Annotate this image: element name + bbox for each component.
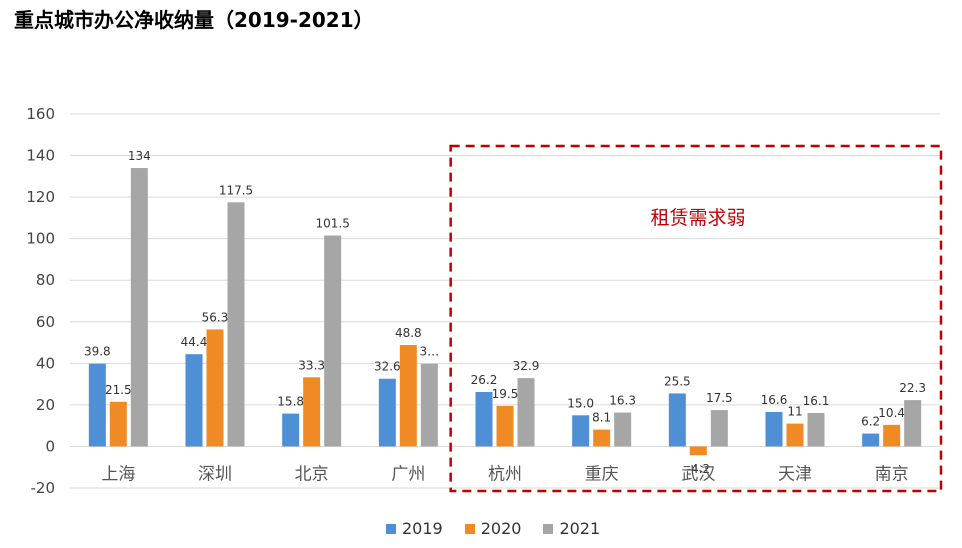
data-label: -4.2 bbox=[687, 462, 710, 476]
legend: 2019 2020 2021 bbox=[386, 519, 600, 538]
legend-label-2019: 2019 bbox=[402, 519, 443, 538]
y-tick-label: 140 bbox=[26, 147, 55, 165]
y-tick-label: 60 bbox=[36, 313, 55, 331]
data-label: 134 bbox=[128, 149, 151, 163]
legend-label-2020: 2020 bbox=[480, 519, 522, 538]
bar-2019-0 bbox=[88, 363, 106, 447]
legend-item-2021: 2021 bbox=[543, 519, 600, 538]
data-label: 39.8 bbox=[84, 345, 111, 359]
bar-2021-4 bbox=[517, 378, 535, 447]
legend-label-2021: 2021 bbox=[559, 519, 601, 538]
data-label: 33.3 bbox=[298, 358, 325, 372]
bar-2020-2 bbox=[303, 377, 321, 447]
legend-swatch-2019 bbox=[386, 523, 396, 534]
data-label: 26.2 bbox=[471, 373, 498, 387]
data-label: 6.2 bbox=[861, 415, 880, 429]
data-label: 19.5 bbox=[492, 387, 519, 401]
y-tick-label: 100 bbox=[26, 230, 55, 248]
bar-2021-6 bbox=[710, 410, 728, 447]
data-label: 117.5 bbox=[219, 183, 253, 197]
x-tick-label: 武汉 bbox=[681, 464, 715, 484]
bar-2019-5 bbox=[572, 415, 590, 447]
x-tick-label: 深圳 bbox=[198, 464, 232, 484]
x-tick-label: 上海 bbox=[101, 464, 135, 484]
data-label: 101.5 bbox=[315, 217, 349, 231]
bar-2019-1 bbox=[185, 354, 203, 447]
x-tick-label: 北京 bbox=[295, 464, 329, 484]
bar-2020-0 bbox=[109, 401, 127, 447]
data-label: 16.3 bbox=[609, 394, 636, 408]
y-tick-label: 0 bbox=[45, 437, 55, 455]
bar-2021-1 bbox=[227, 202, 245, 447]
data-label: 16.6 bbox=[761, 393, 788, 407]
legend-item-2019: 2019 bbox=[386, 519, 443, 538]
bar-2019-2 bbox=[282, 413, 300, 447]
bar-2021-7 bbox=[807, 412, 825, 447]
y-tick-label: 40 bbox=[36, 354, 55, 372]
bar-2021-3 bbox=[420, 363, 438, 447]
x-tick-label: 广州 bbox=[391, 464, 425, 484]
data-label: 25.5 bbox=[664, 374, 691, 388]
bar-2019-6 bbox=[668, 393, 686, 447]
y-tick-label: 80 bbox=[36, 271, 55, 289]
data-label: 32.9 bbox=[513, 359, 540, 373]
bar-2019-4 bbox=[475, 392, 493, 447]
data-label: 48.8 bbox=[395, 326, 422, 340]
data-label: 22.3 bbox=[899, 381, 926, 395]
data-label: 3… bbox=[420, 345, 440, 359]
data-label: 21.5 bbox=[105, 383, 132, 397]
legend-swatch-2021 bbox=[543, 523, 554, 534]
bar-2020-8 bbox=[883, 424, 901, 447]
data-label: 8.1 bbox=[592, 411, 611, 425]
chart-title: 重点城市办公净收纳量（2019-2021） bbox=[14, 8, 374, 32]
data-label: 32.6 bbox=[374, 360, 401, 374]
annotation-label: 租赁需求弱 bbox=[650, 207, 745, 229]
x-tick-label: 南京 bbox=[875, 464, 909, 484]
data-label: 17.5 bbox=[706, 391, 733, 405]
bar-2019-7 bbox=[765, 411, 783, 447]
x-tick-label: 重庆 bbox=[585, 464, 619, 484]
bar-2020-3 bbox=[399, 345, 417, 447]
bar-2021-5 bbox=[614, 412, 632, 447]
bar-2020-7 bbox=[786, 423, 804, 447]
bar-2019-8 bbox=[862, 433, 880, 447]
bar-2019-3 bbox=[378, 378, 396, 447]
bar-2020-5 bbox=[593, 429, 611, 447]
data-label: 56.3 bbox=[202, 310, 229, 324]
data-label: 44.4 bbox=[181, 335, 208, 349]
data-label: 10.4 bbox=[878, 406, 905, 420]
x-tick-label: 天津 bbox=[778, 464, 812, 484]
data-label: 11 bbox=[787, 405, 802, 419]
bar-2021-0 bbox=[130, 168, 148, 447]
data-label: 15.8 bbox=[277, 395, 304, 409]
x-tick-label: 杭州 bbox=[488, 464, 522, 484]
bar-2021-2 bbox=[324, 235, 342, 447]
bar-2020-1 bbox=[206, 329, 224, 447]
bar-2021-8 bbox=[904, 400, 922, 447]
legend-swatch-2020 bbox=[464, 523, 475, 534]
y-tick-label: 20 bbox=[36, 396, 55, 414]
annotation-box bbox=[449, 144, 943, 493]
y-tick-label: 120 bbox=[26, 188, 55, 206]
y-tick-label: -20 bbox=[31, 479, 56, 497]
bar-2020-4 bbox=[496, 405, 514, 447]
bar-2020-6 bbox=[689, 446, 707, 456]
y-tick-label: 160 bbox=[26, 105, 55, 123]
legend-item-2020: 2020 bbox=[464, 519, 522, 538]
data-label: 15.0 bbox=[567, 396, 594, 410]
data-label: 16.1 bbox=[803, 394, 830, 408]
